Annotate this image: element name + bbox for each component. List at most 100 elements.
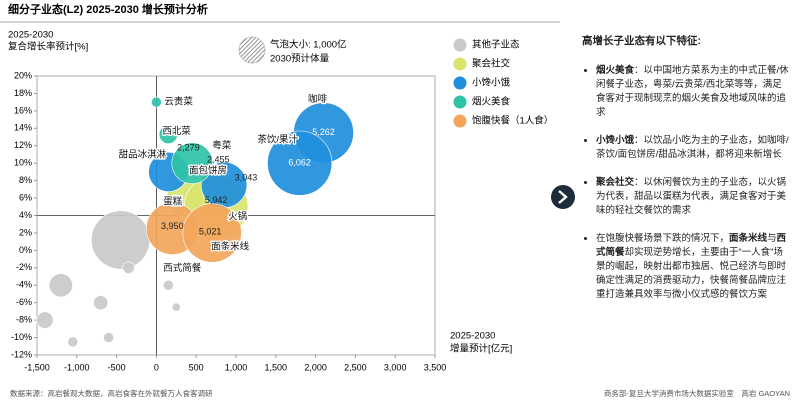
bubble-value-label: 6,062	[288, 158, 311, 168]
legend-label: 饱腹快餐（1人食）	[472, 115, 553, 127]
bubble-value-label: 3,043	[235, 172, 258, 182]
panel-title: 高增长子业态有以下特征:	[582, 35, 701, 47]
bubble	[182, 203, 242, 263]
y-tick-label: -2%	[16, 262, 32, 272]
bubble	[93, 295, 109, 311]
bubble-name-label: 咖啡	[308, 93, 328, 105]
bullet: 小馋小饿：以饮品小吃为主的子业态，如咖啡/茶饮/面包饼房/甜品冰淇淋，都将迎来新…	[596, 134, 790, 162]
y-axis-title: 复合增长率预计[%]	[8, 41, 88, 53]
bullet: 聚会社交：以休闲餐饮为主的子业态，以火锅为代表，甜品以蛋糕为代表，满足食客对于美…	[596, 176, 790, 218]
legend-label: 小馋小饿	[472, 77, 511, 89]
bullet-text: 面条米线	[729, 233, 768, 244]
x-tick-label: -500	[108, 362, 126, 372]
bubble	[103, 332, 115, 343]
x-tick-label: 2,000	[304, 362, 327, 372]
credit: 商务部-复旦大学消费市场大数据实验室 高岩 GAOYAN	[603, 389, 790, 398]
y-tick-label: 18%	[14, 88, 32, 98]
y-tick-label: 4%	[19, 210, 32, 220]
bullet-text: 烟火美食	[596, 65, 635, 76]
y-tick-label: -8%	[16, 315, 32, 325]
legend-label: 烟火美食	[472, 96, 511, 108]
y-tick-label: -10%	[11, 332, 32, 342]
x-axis-title: 增量预计[亿元]	[450, 343, 512, 355]
x-tick-label: 500	[189, 362, 204, 372]
y-tick-label: 12%	[14, 140, 32, 150]
bubble	[67, 336, 79, 348]
x-tick-label: -1,500	[24, 362, 50, 372]
x-tick-label: 3,500	[424, 362, 447, 372]
bubble-value-label: 3,950	[161, 221, 184, 231]
x-tick-label: 3,000	[384, 362, 407, 372]
y-tick-label: 20%	[14, 70, 32, 80]
legend-swatch	[453, 76, 467, 90]
bubble-value-label: 2,455	[207, 155, 230, 165]
x-tick-label: 0	[154, 362, 159, 372]
chart: 细分子业态(L2) 2025-2030 增长预计分析 2025-2030 复合增…	[0, 2, 560, 372]
bubble-value-label: 2,279	[177, 142, 200, 152]
y-tick-label: -6%	[16, 297, 32, 307]
legend-swatch	[453, 57, 467, 71]
bubble-name-label: 西式简餐	[163, 262, 202, 274]
bubble-name-label: 蛋糕	[163, 196, 183, 208]
arrow-icon	[551, 185, 575, 209]
bullet-list: 烟火美食：以中国地方菜系为主的中式正餐/休闲餐子业态，粤菜/云贵菜/西北菜等等，…	[578, 64, 790, 302]
bullet-text: 聚会社交	[596, 177, 635, 188]
size-legend-label: 气泡大小: 1,000亿	[270, 39, 347, 51]
y-tick-label: 0%	[19, 245, 32, 255]
legend-swatch	[453, 38, 467, 52]
bubble	[158, 124, 178, 144]
chart-title: 细分子业态(L2) 2025-2030 增长预计分析	[8, 2, 208, 16]
bubble-name-label: 甜品冰淇淋	[119, 148, 167, 160]
bubble-name-label: 火锅	[228, 211, 247, 222]
bubble	[171, 142, 214, 184]
bubble-value-label: 5,262	[312, 127, 335, 137]
bullet-text: 西式简餐	[596, 233, 787, 258]
bubble	[48, 273, 73, 298]
y-tick-label: 10%	[14, 158, 32, 168]
bubble	[162, 279, 174, 291]
bullet-text: 却实现逆势增长，主要由于“一人食”场景的崛起，映射出都市独居、悦己经济与即时确定…	[596, 247, 787, 300]
y-tick-label: 6%	[19, 192, 32, 202]
source-note: 数据来源：高岩餐观大数据，高岩食客在外就餐万人食客调研	[10, 389, 213, 398]
y-axis-title: 2025-2030	[8, 30, 53, 41]
bubble-name-label: 西北菜	[162, 125, 191, 137]
bullet-text: ：以休闲餐饮为主的子业态，以火锅为代表，甜品以蛋糕为代表，满足食客对于美味的轻社…	[596, 177, 787, 216]
bullet-text: 与	[767, 233, 777, 244]
bullet-text: 小馋小饿	[596, 135, 635, 146]
bubble	[267, 130, 333, 196]
bullet-text: ：以中国地方菜系为主的中式正餐/休闲餐子业态，粤菜/云贵菜/西北菜等等，满足食客…	[596, 65, 789, 118]
x-axis-title: 2025-2030	[450, 331, 495, 342]
legend-swatch	[453, 95, 467, 109]
y-tick-label: 8%	[19, 175, 32, 185]
x-tick-label: 1,000	[225, 362, 248, 372]
bubble-value-label: 5,942	[205, 195, 228, 205]
bubble-name-label: 云贵菜	[164, 96, 193, 108]
bubble-name-label: 粤菜	[212, 140, 232, 152]
bullet-text: 在饱腹快餐场景下跌的情况下，	[596, 233, 730, 244]
bubble	[122, 261, 135, 274]
bullet: 在饱腹快餐场景下跌的情况下，面条米线与西式简餐却实现逆势增长，主要由于“一人食”…	[596, 232, 790, 302]
legend-label: 聚会社交	[472, 58, 511, 70]
y-tick-label: 2%	[19, 227, 32, 237]
bullet: 烟火美食：以中国地方菜系为主的中式正餐/休闲餐子业态，粤菜/云贵菜/西北菜等等，…	[596, 64, 790, 120]
bubble-value-label: 5,021	[199, 226, 222, 236]
legend-label: 其他子业态	[472, 39, 520, 51]
y-tick-label: -12%	[11, 349, 32, 359]
bubble-name-label: 茶饮/果汁	[257, 134, 298, 146]
bubble	[36, 311, 54, 329]
bullet-text: ：以饮品小吃为主的子业态，如咖啡/茶饮/面包饼房/甜品冰淇淋，都将迎来新增长	[596, 135, 789, 160]
bubble-name-label: 面条米线	[211, 240, 250, 252]
bubble	[91, 210, 151, 270]
size-legend-bubble	[238, 36, 266, 64]
y-tick-label: 14%	[14, 123, 32, 133]
bubble-name-label: 面包饼房	[189, 165, 227, 177]
x-tick-label: -1,000	[64, 362, 90, 372]
legend-swatch	[453, 114, 467, 128]
x-tick-label: 1,500	[265, 362, 288, 372]
y-tick-label: -4%	[16, 280, 32, 290]
x-tick-label: 2,500	[344, 362, 367, 372]
bubble	[171, 302, 181, 312]
y-tick-label: 16%	[14, 105, 32, 115]
insight-panel: 高增长子业态有以下特征: 烟火美食：以中国地方菜系为主的中式正餐/休闲餐子业态，…	[578, 34, 790, 316]
